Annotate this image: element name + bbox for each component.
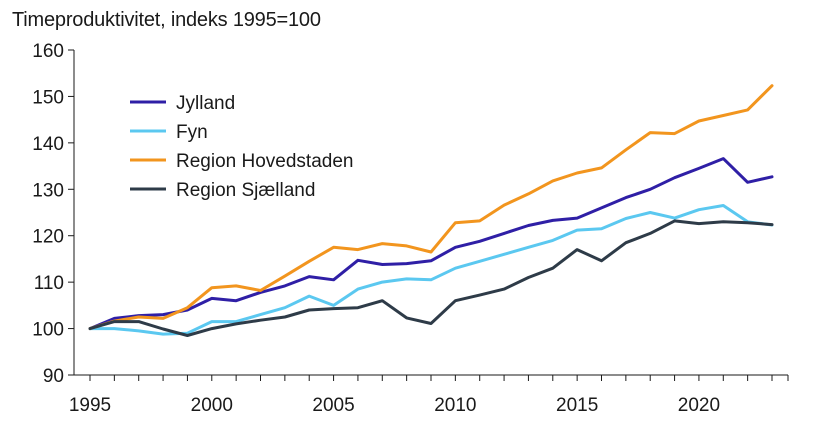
x-tick-label: 2015 <box>556 395 598 416</box>
y-tick-label: 140 <box>32 134 64 155</box>
axes: 90 100 110 120 130 140 150 160 1995 2000 2005 2010 2… <box>32 41 789 416</box>
y-tick-label: 130 <box>32 180 64 201</box>
y-tick-label: 100 <box>32 320 64 341</box>
y-tick-label: 160 <box>32 41 64 62</box>
y-tick-label: 120 <box>32 227 64 248</box>
y-tick-label: 150 <box>32 87 64 108</box>
legend-label: Fyn <box>176 122 208 143</box>
x-tick-label: 2005 <box>312 395 354 416</box>
series-line-fyn <box>88 204 774 336</box>
series-line-jylland <box>88 157 774 331</box>
x-tick-label: 2010 <box>434 395 476 416</box>
legend-label: Region Sjælland <box>176 180 315 201</box>
legend-label: Jylland <box>176 93 235 114</box>
x-tick-label: 2020 <box>678 395 720 416</box>
legend-label: Region Hovedstaden <box>176 151 353 172</box>
y-axis-title: Timeproduktivitet, indeks 1995=100 <box>12 9 321 31</box>
series-line-region-hovedstaden <box>88 84 774 331</box>
legend: Jylland Fyn Region Hovedstaden Region Sjæll… <box>130 93 353 201</box>
y-tick-label: 110 <box>34 273 64 294</box>
y-tick-label: 90 <box>43 366 64 387</box>
series-line-region-sjælland <box>88 219 774 337</box>
series-lines <box>88 84 774 337</box>
x-tick-label: 2000 <box>191 395 233 416</box>
x-tick-label: 1995 <box>69 395 111 416</box>
